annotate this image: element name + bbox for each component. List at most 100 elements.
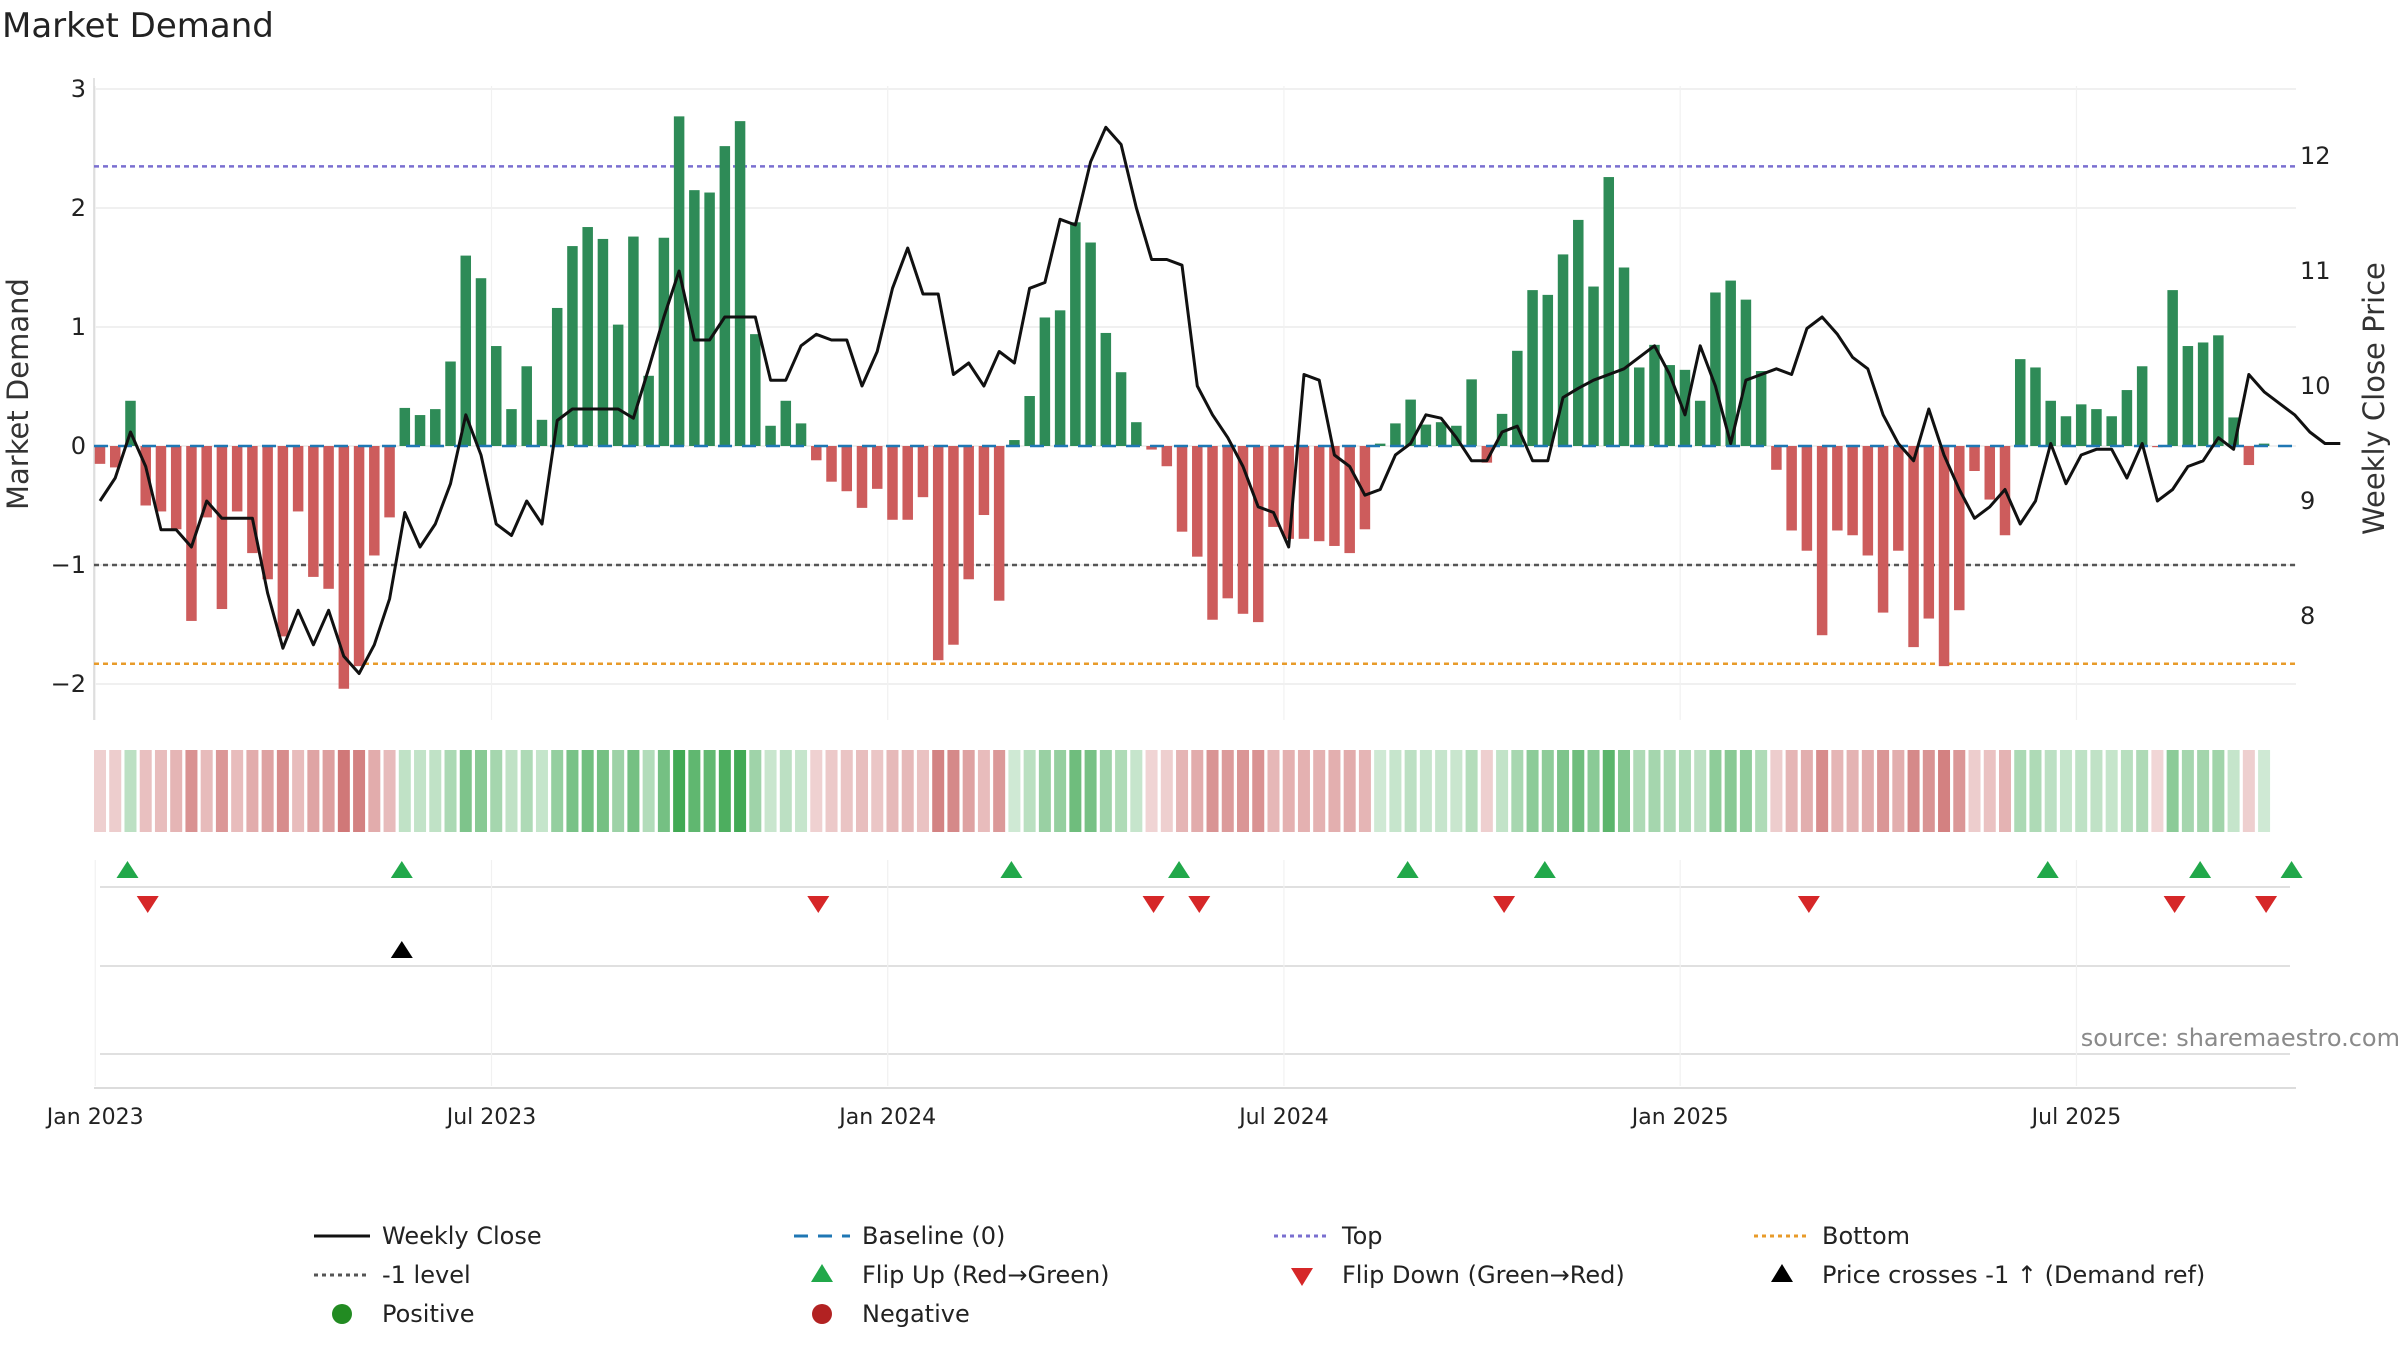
regime-strip-cell <box>1038 750 1051 832</box>
regime-strip-cell <box>1678 750 1691 832</box>
regime-strip-cell <box>551 750 564 832</box>
regime-strip-cell <box>977 750 990 832</box>
demand-bar <box>841 446 853 492</box>
demand-bar <box>1557 254 1569 446</box>
demand-bar <box>932 446 944 661</box>
demand-bar <box>2197 342 2209 446</box>
demand-bar <box>1024 396 1035 446</box>
demand-bar <box>399 407 411 446</box>
regime-strip-cell <box>1846 750 1859 832</box>
regime-strip-cell <box>2258 750 2271 832</box>
demand-bar <box>247 446 258 554</box>
circle-green-icon <box>332 1304 352 1324</box>
demand-bar <box>536 419 548 446</box>
demand-bar <box>1893 446 1904 551</box>
regime-strip-cell <box>1739 750 1752 832</box>
regime-strip-cell <box>353 750 366 832</box>
demand-bar <box>871 446 883 489</box>
demand-bar <box>2228 417 2239 446</box>
x-tick-label: Jul 2025 <box>2030 1105 2122 1130</box>
regime-strip-cell <box>2181 750 2194 832</box>
legend-item-baseline: Baseline (0) <box>790 1218 1005 1254</box>
regime-strip-cell <box>566 750 579 832</box>
demand-bar <box>1176 446 1188 532</box>
y-tick-label: 0 <box>71 432 86 460</box>
regime-strip-cell <box>1480 750 1493 832</box>
legend-label: Baseline (0) <box>862 1222 1006 1250</box>
demand-bar <box>186 446 197 621</box>
y-axis-title: Market Demand <box>1 278 35 510</box>
x-tick-label: Jan 2024 <box>837 1105 936 1130</box>
regime-strip-cell <box>1709 750 1722 832</box>
regime-strip-cell <box>1968 750 1981 832</box>
regime-strip-cell <box>825 750 838 832</box>
weekly-close-line <box>98 125 2341 675</box>
demand-bar <box>902 446 913 520</box>
demand-bar <box>1603 177 1615 446</box>
regime-strip-cell <box>1465 750 1478 832</box>
demand-bar <box>369 446 380 556</box>
regime-strip-cell <box>2105 750 2118 832</box>
y-tick-label: 2 <box>71 194 86 222</box>
regime-strip-cell <box>1816 750 1829 832</box>
flip-down-marker <box>1493 896 1516 913</box>
regime-strip-cell <box>1557 750 1570 832</box>
x-tick-label: Jan 2025 <box>1630 1105 1729 1130</box>
regime-strip-cell <box>1907 750 1920 832</box>
demand-bar <box>1481 446 1493 463</box>
y2-tick-label: 11 <box>2300 257 2331 285</box>
demand-bar <box>1039 317 1051 446</box>
regime-strip-cell <box>718 750 731 832</box>
demand-bar <box>430 409 441 446</box>
regime-strip-cell <box>840 750 853 832</box>
regime-strip-cell <box>2151 750 2164 832</box>
demand-bar <box>1252 446 1264 623</box>
regime-strip-cell <box>1419 750 1432 832</box>
regime-strip-cell <box>139 750 152 832</box>
demand-bar <box>948 446 959 645</box>
regime-strip-cell <box>627 750 640 832</box>
demand-bar <box>1405 399 1416 446</box>
regime-strip-cell <box>1861 750 1874 832</box>
demand-bar <box>216 446 228 610</box>
demand-bar <box>308 446 319 577</box>
legend-line-dashed-blue-icon <box>794 1234 850 1238</box>
regime-strip-cell <box>2090 750 2103 832</box>
regime-strip-cell <box>276 750 289 832</box>
demand-bar <box>2014 359 2026 446</box>
regime-strip-cell <box>94 750 106 832</box>
legend-item-negative: Negative <box>790 1296 970 1332</box>
legend-line-black-icon <box>314 1234 370 1238</box>
y2-tick-label: 8 <box>2300 602 2315 630</box>
demand-bar <box>1420 424 1432 446</box>
x-tick-label: Jul 2023 <box>445 1105 537 1130</box>
demand-bar <box>170 446 182 530</box>
regime-strip-cell <box>170 750 183 832</box>
legend-label: Positive <box>382 1300 475 1328</box>
demand-bar <box>201 446 212 518</box>
regime-strip-cell <box>916 750 929 832</box>
legend-item-weekly-close: Weekly Close <box>310 1218 542 1254</box>
regime-strip-cell <box>1785 750 1798 832</box>
demand-bar <box>597 238 609 446</box>
legend-label: Flip Down (Green→Red) <box>1342 1261 1625 1289</box>
demand-bar <box>993 446 1005 601</box>
demand-bar <box>2152 446 2163 448</box>
demand-bar <box>1512 350 1523 446</box>
regime-strip-cell <box>429 750 442 832</box>
regime-strip-cell <box>1023 750 1036 832</box>
demand-bar <box>292 446 304 512</box>
regime-strip-cell <box>1160 750 1173 832</box>
triangle-down-red-icon <box>1291 1268 1313 1286</box>
demand-bar <box>689 190 700 446</box>
regime-strip-cell <box>1618 750 1630 832</box>
demand-bar <box>1649 344 1660 446</box>
demand-bar <box>1923 446 1935 619</box>
demand-bar <box>673 116 685 447</box>
regime-strip-cell <box>1206 750 1219 832</box>
demand-bar <box>1694 400 1706 446</box>
demand-bar <box>384 446 395 518</box>
regime-strip-cell <box>1541 750 1554 832</box>
regime-strip-cell <box>109 750 122 832</box>
